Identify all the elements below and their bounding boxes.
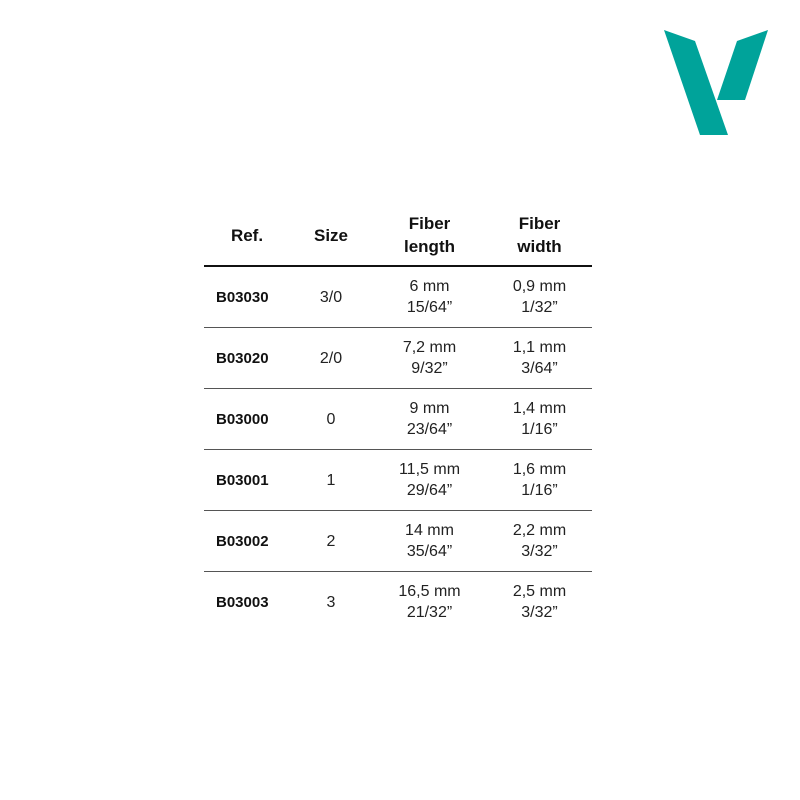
length-mm: 16,5 mm [398,583,461,600]
cell-size: 2/0 [290,327,372,389]
logo-left-stroke [664,30,728,135]
table-row: B03030 3/0 6 mm 15/64” 0,9 mm 1/32” [204,266,592,328]
table-row: B03002 2 14 mm 35/64” 2,2 mm 3/32” [204,510,592,572]
length-mm: 9 mm [409,400,450,417]
cell-size: 0 [290,388,372,450]
cell-fiber-length: 11,5 mm 29/64” [372,449,487,511]
table-row: B03000 0 9 mm 23/64” 1,4 mm 1/16” [204,388,592,450]
table-row: B03020 2/0 7,2 mm 9/32” 1,1 mm 3/64” [204,327,592,389]
header-size: Size [290,205,372,267]
width-mm: 2,5 mm [512,583,567,600]
cell-ref: B03020 [204,327,290,389]
width-mm: 1,6 mm [512,461,567,478]
width-in: 1/16” [521,482,558,499]
cell-fiber-length: 7,2 mm 9/32” [372,327,487,389]
width-in: 3/64” [521,360,558,377]
header-fiber-width: Fiber width [487,205,592,267]
cell-fiber-width: 2,5 mm 3/32” [487,572,592,633]
header-ref: Ref. [204,205,290,267]
length-in: 15/64” [406,299,453,316]
header-text: Size [313,225,349,245]
length-in: 21/32” [406,604,453,621]
length-in: 29/64” [406,482,453,499]
length-in: 9/32” [411,360,448,377]
width-in: 1/16” [521,421,558,438]
width-in: 3/32” [521,604,558,621]
length-mm: 14 mm [405,522,454,539]
cell-fiber-width: 2,2 mm 3/32” [487,510,592,572]
header-text: Ref. [230,225,264,245]
cell-ref: B03000 [204,388,290,450]
cell-fiber-width: 1,1 mm 3/64” [487,327,592,389]
logo-right-stroke [717,30,768,100]
cell-size: 3 [326,593,336,611]
cell-ref: B03030 [204,266,290,328]
width-in: 1/32” [521,299,558,316]
table-row: B03003 3 16,5 mm 21/32” 2,5 mm 3/32” [204,572,592,633]
length-mm: 11,5 mm [398,461,461,478]
width-in: 3/32” [521,543,558,560]
cell-size: 3/0 [290,266,372,328]
header-text: width [517,237,562,256]
header-fiber-length: Fiber length [372,205,487,267]
header-text: Fiber [408,214,451,233]
cell-fiber-length: 14 mm 35/64” [372,510,487,572]
length-mm: 7,2 mm [402,339,457,356]
cell-fiber-width: 0,9 mm 1/32” [487,266,592,328]
cell-size: 2 [290,510,372,572]
cell-ref: B03003 [216,593,269,611]
brand-logo [664,30,768,135]
cell-size: 1 [290,449,372,511]
length-in: 35/64” [406,543,453,560]
width-mm: 1,1 mm [512,339,567,356]
table-row: B03001 1 11,5 mm 29/64” 1,6 mm 1/16” [204,449,592,511]
header-text: length [404,237,455,256]
cell-ref: B03002 [204,510,290,572]
width-mm: 0,9 mm [512,278,567,295]
header-row: Ref. Size Fiber length Fiber width [204,205,592,267]
header-text: Fiber [518,214,561,233]
width-mm: 2,2 mm [512,522,567,539]
cell-fiber-length: 6 mm 15/64” [372,266,487,328]
length-mm: 6 mm [409,278,450,295]
length-in: 23/64” [406,421,453,438]
cell-fiber-width: 1,4 mm 1/16” [487,388,592,450]
cell-fiber-length: 16,5 mm 21/32” [372,572,487,633]
width-mm: 1,4 mm [512,400,567,417]
cell-fiber-width: 1,6 mm 1/16” [487,449,592,511]
specs-table: Ref. Size Fiber length Fiber width B03030 3… [204,205,592,632]
cell-fiber-length: 9 mm 23/64” [372,388,487,450]
cell-ref: B03001 [204,449,290,511]
